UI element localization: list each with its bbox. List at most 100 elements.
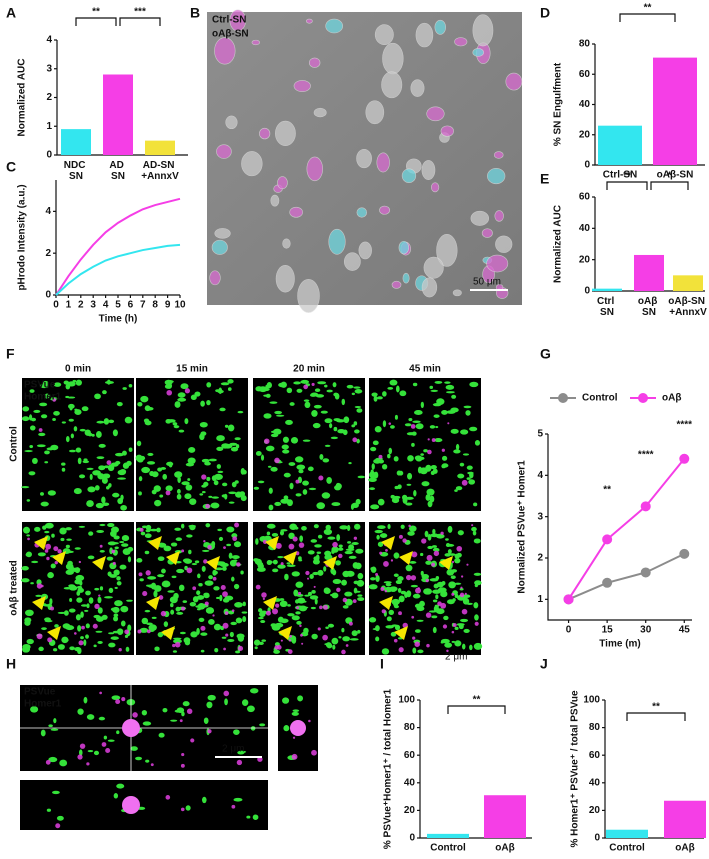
puncta <box>199 421 208 428</box>
puncta <box>274 410 283 415</box>
puncta <box>273 649 280 654</box>
puncta <box>460 586 463 589</box>
puncta <box>101 496 106 504</box>
legend-marker <box>558 393 568 403</box>
y-tick-label: 0 <box>584 286 590 297</box>
puncta <box>453 449 461 454</box>
puncta <box>175 606 181 612</box>
puncta <box>165 795 171 800</box>
puncta <box>343 416 350 424</box>
bar <box>592 288 622 291</box>
bar <box>61 129 91 155</box>
puncta <box>473 602 479 609</box>
puncta <box>30 417 37 422</box>
puncta <box>353 536 358 540</box>
puncta <box>181 481 190 486</box>
puncta <box>224 611 229 615</box>
puncta <box>235 650 241 654</box>
arrowhead <box>439 556 453 570</box>
puncta <box>216 464 222 469</box>
puncta <box>270 433 279 438</box>
legend-marker <box>638 393 648 403</box>
x-tick-label: 15 <box>602 625 614 636</box>
puncta <box>396 470 402 476</box>
puncta <box>211 475 217 482</box>
puncta <box>296 388 303 393</box>
puncta <box>289 523 298 531</box>
puncta <box>144 550 150 555</box>
puncta <box>258 386 268 393</box>
puncta <box>304 401 311 409</box>
puncta <box>459 588 464 591</box>
puncta <box>382 420 387 428</box>
puncta <box>449 553 456 556</box>
puncta <box>139 578 144 582</box>
puncta <box>57 549 62 554</box>
puncta <box>167 590 175 593</box>
puncta <box>291 753 298 760</box>
puncta <box>185 805 191 811</box>
puncta <box>77 457 82 465</box>
puncta <box>354 405 362 409</box>
puncta <box>246 815 251 819</box>
puncta <box>177 397 187 402</box>
x-tick-label: NDC SN <box>64 160 88 182</box>
puncta <box>201 549 210 552</box>
puncta <box>383 561 389 567</box>
puncta <box>40 729 46 737</box>
puncta <box>180 763 185 768</box>
puncta <box>270 623 277 628</box>
cell <box>398 240 410 255</box>
arrowhead <box>278 626 292 640</box>
puncta <box>413 490 417 497</box>
puncta <box>352 599 357 604</box>
puncta <box>331 546 339 553</box>
puncta <box>253 486 260 490</box>
x-tick-label: oAβ <box>495 843 514 854</box>
puncta <box>116 581 122 586</box>
puncta <box>416 456 425 461</box>
puncta <box>188 446 196 453</box>
puncta <box>210 502 220 509</box>
puncta <box>98 443 106 448</box>
puncta <box>126 599 133 602</box>
puncta <box>461 643 466 650</box>
puncta <box>124 629 130 635</box>
puncta <box>452 623 457 628</box>
point <box>602 577 613 588</box>
puncta <box>318 475 324 481</box>
y-tick-label: 0 <box>45 290 51 301</box>
cell <box>343 252 361 271</box>
puncta <box>382 463 388 470</box>
puncta <box>368 477 377 482</box>
puncta <box>351 502 359 509</box>
puncta <box>137 629 142 634</box>
puncta <box>97 607 103 614</box>
puncta <box>220 382 230 386</box>
bar <box>664 800 706 838</box>
puncta <box>94 603 100 610</box>
puncta <box>65 436 70 443</box>
puncta <box>261 592 267 598</box>
puncta <box>234 601 243 608</box>
puncta <box>137 402 143 407</box>
puncta <box>369 617 376 622</box>
puncta <box>457 473 465 479</box>
puncta <box>93 644 97 648</box>
puncta <box>462 453 470 456</box>
puncta <box>429 385 434 390</box>
puncta <box>158 732 165 738</box>
puncta <box>173 637 182 640</box>
puncta <box>230 446 239 452</box>
puncta <box>127 556 132 563</box>
x-tick-label: 2 <box>78 300 84 311</box>
puncta <box>174 401 181 408</box>
puncta <box>159 494 164 498</box>
puncta <box>78 749 83 756</box>
puncta <box>219 594 223 602</box>
puncta <box>271 532 279 537</box>
puncta <box>369 487 376 491</box>
puncta <box>170 609 175 615</box>
puncta <box>174 471 183 478</box>
puncta <box>354 389 363 394</box>
